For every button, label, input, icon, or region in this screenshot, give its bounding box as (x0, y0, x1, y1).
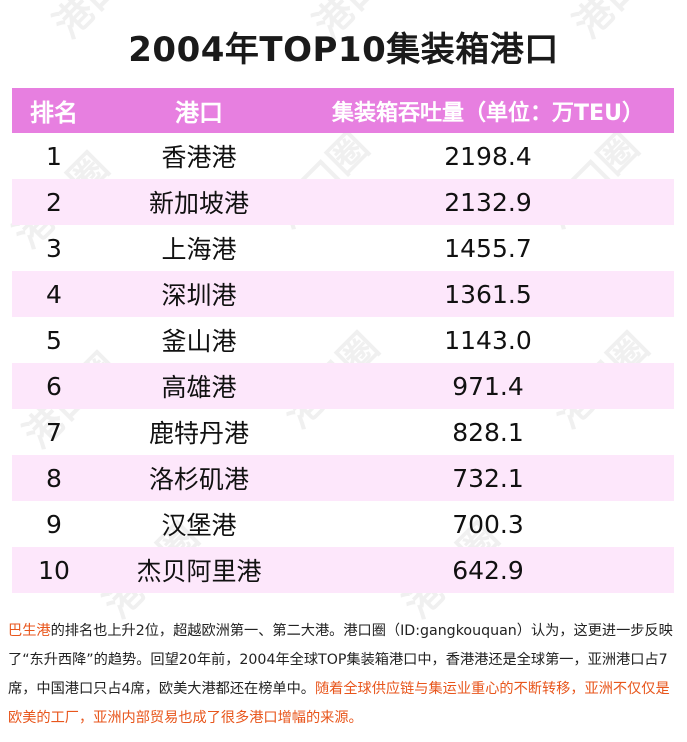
table-row: 4 深圳港 1361.5 (12, 271, 674, 317)
port-cell: 深圳港 (161, 281, 237, 310)
commentary-highlight: 随着全球供应链与集运业重心的不断转移，亚洲不仅仅是欧美的工厂，亚洲内部贸易也成了… (8, 681, 670, 726)
table-row: 5 釜山港 1143.0 (12, 317, 674, 363)
throughput-cell: 1455.7 (444, 233, 532, 263)
port-cell: 新加坡港 (148, 189, 249, 218)
rank-cell: 7 (46, 417, 62, 447)
port-cell: 上海港 (161, 235, 237, 264)
throughput-cell: 732.1 (452, 463, 524, 493)
table-row: 10 杰贝阿里港 642.9 (12, 547, 674, 593)
table-row: 3 上海港 1455.7 (12, 225, 674, 271)
rank-cell: 4 (46, 279, 62, 309)
commentary-body: 的排名也上升2位，超越欧洲第一、第二大港。港口圈（ID:gangkouquan）… (8, 623, 673, 697)
table-row: 8 洛杉矶港 732.1 (12, 455, 674, 501)
table-row: 6 高雄港 971.4 (12, 363, 674, 409)
port-cell: 鹿特丹港 (148, 419, 249, 448)
port-cell: 釜山港 (161, 327, 237, 356)
throughput-cell: 828.1 (452, 417, 524, 447)
port-cell: 高雄港 (161, 373, 237, 402)
port-cell: 杰贝阿里港 (136, 557, 262, 586)
rank-cell: 1 (46, 141, 62, 171)
port-cell: 香港港 (161, 143, 237, 172)
table-row: 2 新加坡港 2132.9 (12, 179, 674, 225)
throughput-cell: 2198.4 (444, 141, 532, 171)
rank-cell: 3 (46, 233, 62, 263)
commentary-paragraph: 巴生港的排名也上升2位，超越欧洲第一、第二大港。港口圈（ID:gangkouqu… (8, 617, 680, 733)
rank-cell: 6 (46, 371, 62, 401)
throughput-cell: 700.3 (452, 509, 524, 539)
throughput-cell: 1143.0 (444, 325, 532, 355)
port-cell: 洛杉矶港 (148, 465, 249, 494)
throughput-cell: 2132.9 (444, 187, 532, 217)
header-port: 港口 (175, 99, 223, 127)
header-throughput: 集装箱吞吐量（单位：万TEU） (332, 100, 644, 126)
page-title: 2004年TOP10集装箱港口 (128, 30, 559, 70)
rank-cell: 5 (46, 325, 62, 355)
rank-cell: 8 (46, 463, 62, 493)
table-header: 排名 港口 集装箱吞吐量（单位：万TEU） (12, 88, 674, 133)
highlight-port-name: 巴生港 (8, 623, 51, 639)
throughput-cell: 642.9 (452, 555, 524, 585)
throughput-cell: 971.4 (452, 371, 524, 401)
port-cell: 汉堡港 (161, 511, 237, 540)
rank-cell: 2 (46, 187, 62, 217)
table-row: 7 鹿特丹港 828.1 (12, 409, 674, 455)
table-row: 9 汉堡港 700.3 (12, 501, 674, 547)
ranking-table: 排名 港口 集装箱吞吐量（单位：万TEU） 1 香港港 2198.4 2 新加坡港 213… (12, 88, 674, 593)
rank-cell: 10 (38, 555, 70, 585)
throughput-cell: 1361.5 (444, 279, 532, 309)
table-row: 1 香港港 2198.4 (12, 133, 674, 179)
header-rank: 排名 (30, 99, 78, 127)
rank-cell: 9 (46, 509, 62, 539)
